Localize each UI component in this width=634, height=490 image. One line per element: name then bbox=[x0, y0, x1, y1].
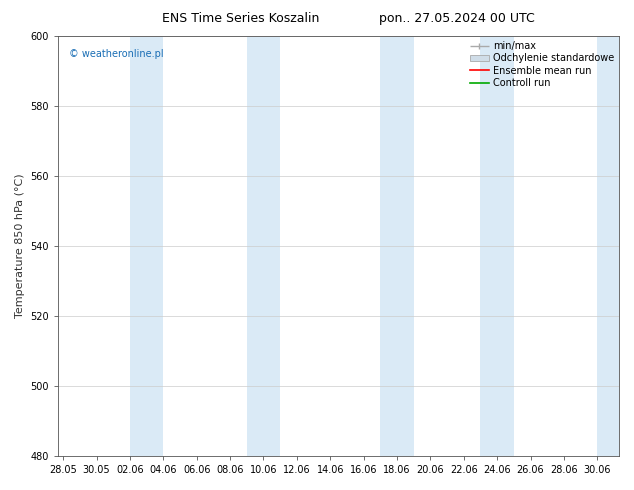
Y-axis label: Temperature 850 hPa (°C): Temperature 850 hPa (°C) bbox=[15, 174, 25, 318]
Bar bbox=[380, 36, 414, 456]
Text: © weatheronline.pl: © weatheronline.pl bbox=[70, 49, 164, 59]
Text: pon.. 27.05.2024 00 UTC: pon.. 27.05.2024 00 UTC bbox=[378, 12, 534, 25]
Legend: min/max, Odchylenie standardowe, Ensemble mean run, Controll run: min/max, Odchylenie standardowe, Ensembl… bbox=[468, 39, 616, 90]
Bar bbox=[130, 36, 164, 456]
Bar bbox=[597, 36, 631, 456]
Bar bbox=[247, 36, 280, 456]
Text: ENS Time Series Koszalin: ENS Time Series Koszalin bbox=[162, 12, 320, 25]
Bar bbox=[481, 36, 514, 456]
